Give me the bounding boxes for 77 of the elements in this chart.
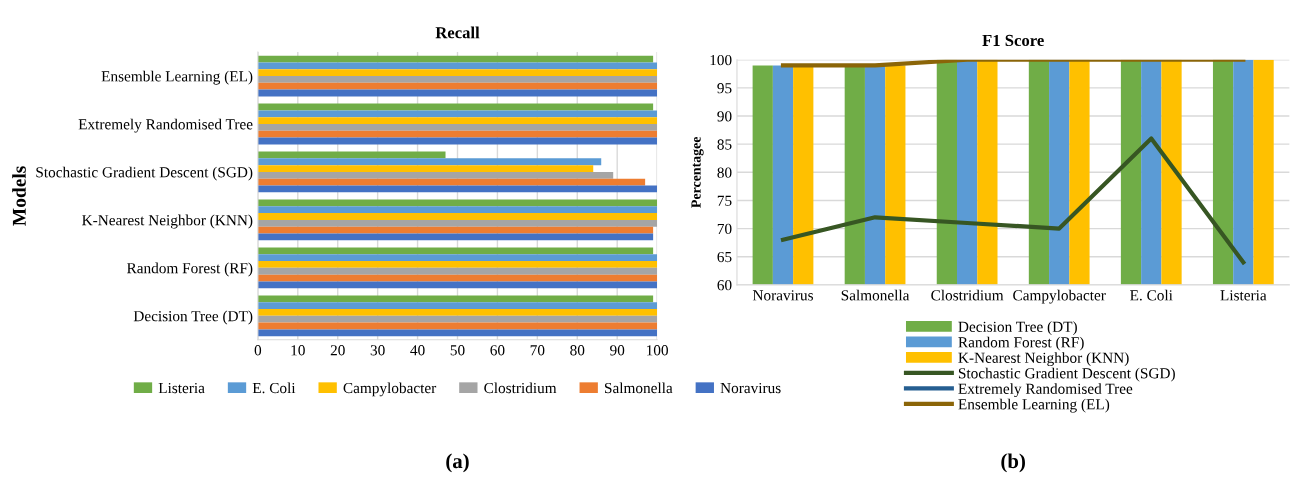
- x-tick-label: 70: [530, 345, 545, 356]
- x-tick-label: Noravirus: [752, 290, 813, 301]
- x-tick-label: 40: [410, 345, 425, 356]
- bar: [257, 123, 658, 131]
- x-tick-label: 100: [647, 345, 668, 356]
- legend-label: Decision Tree (DT): [958, 321, 1077, 336]
- y-tick-label: 90: [717, 111, 732, 122]
- legend-label: K-Nearest Neighbor (KNN): [958, 352, 1129, 367]
- chart-title: F1 Score: [982, 34, 1044, 47]
- bar: [257, 254, 658, 262]
- bar: [257, 171, 614, 179]
- legend-label: Listeria: [158, 382, 205, 394]
- y-tick-label: Decision Tree (DT): [133, 310, 253, 325]
- legend-label: Extremely Randomised Tree: [958, 383, 1133, 398]
- bar: [257, 226, 654, 234]
- bar: [257, 309, 658, 316]
- x-tick-label: Campylobacter: [1013, 289, 1106, 304]
- y-tick-label: 60: [717, 280, 732, 291]
- y-tick-label: 100: [710, 54, 732, 66]
- x-tick-label: 60: [490, 345, 505, 356]
- bar: [257, 76, 658, 83]
- bar: [257, 82, 658, 90]
- x-tick-label: Salmonella: [841, 289, 910, 301]
- legend-label: Random Forest (RF): [958, 336, 1084, 351]
- y-axis-title: Models: [12, 166, 26, 226]
- y-tick-label: 85: [717, 139, 732, 150]
- bar: [257, 158, 602, 166]
- y-tick-label: Extremely Randomised Tree: [78, 118, 253, 133]
- y-tick-label: 65: [717, 251, 732, 263]
- line-series: [780, 136, 1246, 265]
- bar: [257, 178, 646, 186]
- x-tick-label: 20: [330, 345, 345, 356]
- chart-title: Recall: [435, 26, 480, 39]
- bar: [257, 206, 658, 214]
- bar: [257, 315, 658, 323]
- x-tick-label: Listeria: [1220, 290, 1267, 301]
- text: (b): [1001, 453, 1025, 473]
- bar: [257, 302, 658, 310]
- bar: [257, 281, 658, 289]
- bar: [257, 329, 658, 337]
- x-tick-label: E. Coli: [1130, 289, 1173, 301]
- legend-label: Ensemble Learning (EL): [958, 398, 1110, 413]
- bar: [257, 69, 658, 77]
- legend-label: E. Coli: [252, 382, 296, 394]
- legend-label: Clostridium: [484, 382, 557, 394]
- x-tick-label: Clostridium: [931, 289, 1004, 301]
- y-tick-label: 80: [717, 167, 732, 178]
- bar: [257, 219, 658, 227]
- bar: [257, 213, 658, 220]
- y-tick-label: Ensemble Learning (EL): [101, 70, 253, 85]
- x-tick-label: 0: [254, 345, 262, 356]
- y-tick-label: K-Nearest Neighbor (KNN): [82, 214, 253, 229]
- x-tick-label: 30: [370, 345, 385, 356]
- bar: [257, 267, 658, 275]
- y-tick-label: 70: [717, 223, 732, 235]
- x-tick-label: 50: [450, 345, 465, 356]
- text: (a): [446, 453, 469, 473]
- legend-label: Noravirus: [720, 382, 781, 394]
- y-tick-label: 95: [717, 83, 732, 94]
- bar: [257, 295, 654, 303]
- bar: [257, 247, 654, 255]
- y-tick-label: Stochastic Gradient Descent (SGD): [36, 166, 253, 181]
- x-tick-label: 10: [291, 345, 305, 356]
- legend-label: Salmonella: [605, 382, 673, 394]
- bar: [257, 110, 658, 118]
- bar: [257, 130, 658, 138]
- bar: [257, 62, 658, 70]
- y-axis-title: Percentagee: [691, 136, 704, 208]
- legend-label: Stochastic Gradient Descent (SGD): [958, 367, 1175, 382]
- y-tick-label: Random Forest (RF): [126, 262, 253, 277]
- x-tick-label: 80: [570, 345, 585, 356]
- legend-label: Campylobacter: [343, 382, 437, 397]
- bar: [257, 117, 658, 124]
- y-tick-label: 75: [717, 195, 732, 206]
- bar: [257, 261, 658, 268]
- x-tick-label: 90: [610, 345, 625, 356]
- bar: [257, 165, 594, 172]
